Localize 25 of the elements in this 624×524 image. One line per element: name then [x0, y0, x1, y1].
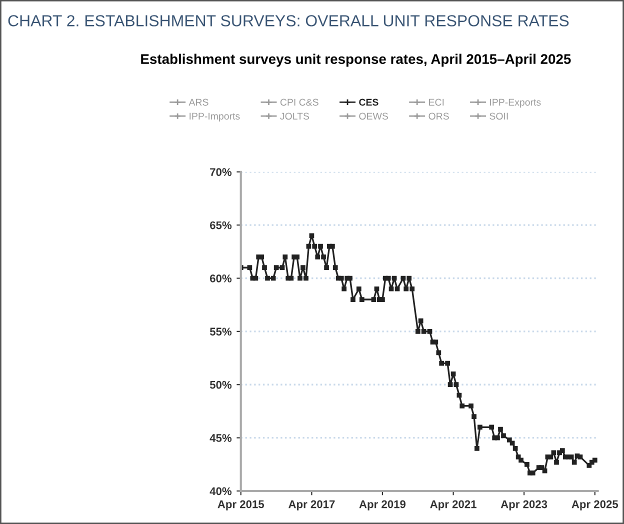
legend-label: IPP-Imports	[190, 112, 240, 122]
x-tick-label: Apr 2023	[500, 500, 548, 510]
y-tick-label: 40%	[210, 487, 232, 496]
legend-label: IPP-Exports	[490, 98, 541, 108]
x-tick-label: Apr 2021	[430, 500, 476, 510]
x-tick-label: Apr 2017	[288, 500, 335, 510]
legend-label: SOII	[490, 112, 508, 120]
y-tick-label: 65%	[210, 221, 232, 230]
y-tick-label: 60%	[210, 274, 232, 282]
y-tick-label: 45%	[210, 434, 232, 442]
y-tick-label: 55%	[210, 328, 232, 336]
x-tick-label: Apr 2025	[572, 500, 618, 510]
legend-label: CES	[359, 98, 378, 106]
legend-label: JOLTS	[280, 112, 310, 120]
x-tick-label: Apr 2015	[218, 500, 264, 510]
legend-label: ARS	[188, 98, 208, 106]
legend-label: ECI	[429, 98, 444, 106]
x-tick-label: Apr 2019	[359, 500, 406, 510]
legend-label: OEWS	[359, 112, 388, 120]
legend-label: CPI C&S	[280, 98, 318, 106]
y-tick-label: 50%	[210, 380, 232, 389]
legend-label: ORS	[428, 112, 449, 120]
y-tick-label: 70%	[210, 168, 232, 176]
chart-title: CHART 2. ESTABLISHMENT SURVEYS: OVERALL UNIT RESPONSE RATES	[8, 15, 569, 26]
chart-subtitle: Establishment surveys unit response rates, April 2015–April 2025	[141, 54, 571, 67]
